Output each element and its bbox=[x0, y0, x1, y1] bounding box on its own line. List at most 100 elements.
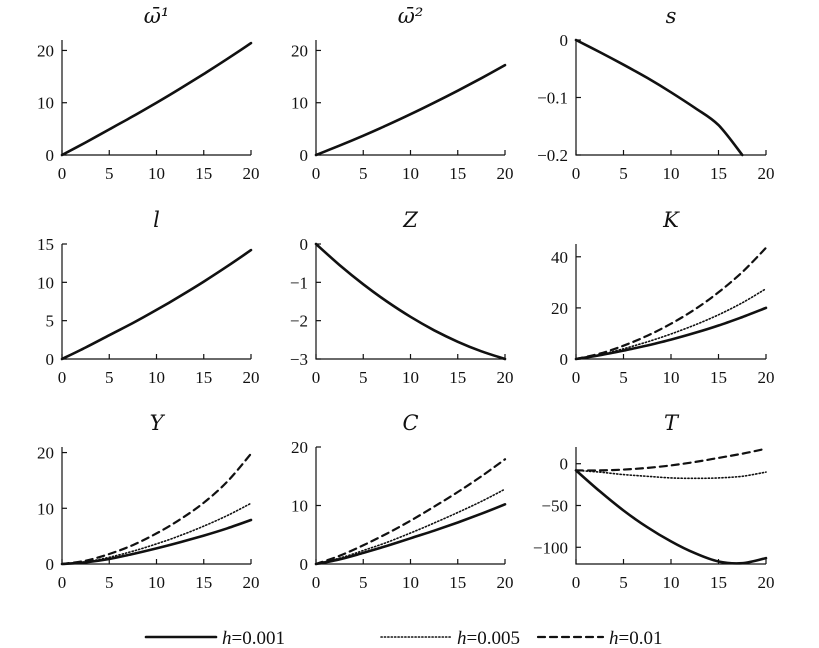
y-tick-label: 20 bbox=[551, 299, 568, 318]
x-tick-label: 0 bbox=[312, 164, 321, 183]
panel-title: ω̄¹ bbox=[144, 4, 170, 28]
x-tick-label: 15 bbox=[710, 164, 727, 183]
y-tick-label: 20 bbox=[37, 41, 54, 60]
y-tick-label: 20 bbox=[291, 438, 308, 457]
y-tick-label: 0 bbox=[46, 350, 55, 369]
x-tick-label: 15 bbox=[195, 368, 212, 387]
x-tick-label: 20 bbox=[243, 368, 260, 387]
y-tick-label: −50 bbox=[541, 497, 568, 516]
x-tick-label: 10 bbox=[663, 164, 680, 183]
legend-var: h bbox=[457, 628, 467, 648]
y-tick-label: 15 bbox=[37, 235, 54, 254]
chart-panels: ω̄¹ 0 5 10 15 20 0 10 20 ω̄² 0 5 10 15 20 0 10 20 s 0 5 10 15 2… bbox=[37, 4, 775, 592]
y-tick-label: 0 bbox=[560, 350, 569, 369]
legend-value: =0.001 bbox=[232, 628, 285, 648]
panel-title: K bbox=[662, 208, 680, 232]
y-tick-label: 0 bbox=[560, 455, 569, 474]
y-tick-label: −100 bbox=[533, 538, 568, 557]
x-tick-label: 5 bbox=[619, 368, 628, 387]
series-line-solid bbox=[314, 63, 507, 157]
x-tick-label: 10 bbox=[148, 164, 165, 183]
y-tick-label: 20 bbox=[37, 444, 54, 463]
axis-lines bbox=[315, 447, 505, 565]
y-tick-label: −3 bbox=[290, 350, 308, 369]
x-tick-label: 20 bbox=[243, 573, 260, 592]
x-tick-label: 20 bbox=[758, 368, 775, 387]
series-line-solid bbox=[574, 38, 744, 157]
x-tick-label: 10 bbox=[402, 573, 419, 592]
legend: h=0.001 h=0.005 h=0.01 bbox=[144, 628, 662, 648]
x-tick-label: 10 bbox=[402, 368, 419, 387]
panel-title: T bbox=[664, 411, 680, 435]
x-tick-label: 10 bbox=[663, 573, 680, 592]
axis-lines bbox=[575, 40, 766, 156]
legend-label: h=0.001 bbox=[222, 628, 285, 648]
legend-var: h bbox=[222, 628, 232, 648]
panel-4: l 0 5 10 15 20 0 5 10 15 bbox=[37, 208, 260, 387]
x-tick-label: 0 bbox=[312, 368, 321, 387]
series-line-dashed bbox=[574, 246, 768, 361]
y-tick-label: 10 bbox=[291, 497, 308, 516]
series-line-dashed bbox=[574, 447, 768, 472]
series-line-dotted bbox=[61, 502, 252, 565]
legend-label: h=0.01 bbox=[609, 628, 662, 648]
y-tick-label: 0 bbox=[560, 31, 569, 50]
series-line-solid bbox=[574, 469, 768, 565]
x-tick-label: 0 bbox=[572, 573, 581, 592]
x-tick-label: 0 bbox=[312, 573, 321, 592]
y-tick-label: 40 bbox=[551, 248, 568, 267]
x-tick-label: 5 bbox=[359, 164, 368, 183]
x-tick-label: 20 bbox=[758, 164, 775, 183]
x-tick-label: 10 bbox=[148, 573, 165, 592]
x-tick-label: 15 bbox=[195, 164, 212, 183]
x-tick-label: 5 bbox=[619, 573, 628, 592]
x-tick-label: 20 bbox=[243, 164, 260, 183]
x-tick-label: 10 bbox=[402, 164, 419, 183]
panel-title: l bbox=[153, 208, 160, 232]
panel-title: C bbox=[402, 411, 418, 435]
series-line-solid bbox=[60, 248, 253, 361]
legend-value: =0.005 bbox=[467, 628, 520, 648]
panel-1: ω̄¹ 0 5 10 15 20 0 10 20 bbox=[37, 4, 260, 183]
x-tick-label: 0 bbox=[58, 368, 67, 387]
y-tick-label: 10 bbox=[37, 499, 54, 518]
legend-label: h=0.005 bbox=[457, 628, 520, 648]
series-line-dotted bbox=[575, 287, 767, 360]
x-tick-label: 0 bbox=[572, 164, 581, 183]
y-tick-label: 0 bbox=[46, 146, 55, 165]
y-tick-label: 0 bbox=[300, 146, 309, 165]
x-tick-label: 0 bbox=[58, 164, 67, 183]
x-tick-label: 5 bbox=[105, 164, 114, 183]
y-tick-label: −1 bbox=[290, 273, 308, 292]
series-line-solid bbox=[314, 242, 507, 361]
y-tick-label: −0.1 bbox=[537, 89, 568, 108]
series-line-solid bbox=[314, 503, 507, 566]
axis-lines bbox=[61, 447, 251, 565]
axis-lines bbox=[315, 244, 505, 360]
x-tick-label: 15 bbox=[449, 573, 466, 592]
axis-lines bbox=[575, 244, 766, 360]
y-tick-label: 5 bbox=[46, 312, 55, 331]
y-tick-label: 0 bbox=[300, 235, 309, 254]
series-line-dashed bbox=[60, 452, 253, 566]
x-tick-label: 5 bbox=[105, 368, 114, 387]
panel-3: s 0 5 10 15 20 0 −0.1 −0.2 bbox=[537, 4, 774, 183]
panel-7: Y 0 5 10 15 20 0 10 20 bbox=[37, 411, 260, 592]
panel-6: K 0 5 10 15 20 0 20 40 bbox=[551, 208, 775, 387]
x-tick-label: 0 bbox=[58, 573, 67, 592]
x-tick-label: 15 bbox=[710, 368, 727, 387]
panel-2: ω̄² 0 5 10 15 20 0 10 20 bbox=[291, 4, 514, 183]
axis-lines bbox=[61, 244, 251, 360]
series-line-solid bbox=[60, 518, 253, 566]
x-tick-label: 20 bbox=[497, 573, 514, 592]
y-tick-label: 10 bbox=[37, 94, 54, 113]
x-tick-label: 5 bbox=[359, 573, 368, 592]
y-tick-label: −0.2 bbox=[537, 146, 568, 165]
panel-5: Z 0 5 10 15 20 0 −1 −2 −3 bbox=[290, 208, 514, 387]
series-line-dotted bbox=[315, 488, 506, 565]
panel-9: T 0 5 10 15 20 0 −50 −100 bbox=[533, 411, 775, 592]
panel-title: ω̄² bbox=[398, 4, 424, 28]
x-tick-label: 15 bbox=[195, 573, 212, 592]
series-line-dashed bbox=[314, 458, 507, 566]
axis-lines bbox=[315, 40, 505, 156]
